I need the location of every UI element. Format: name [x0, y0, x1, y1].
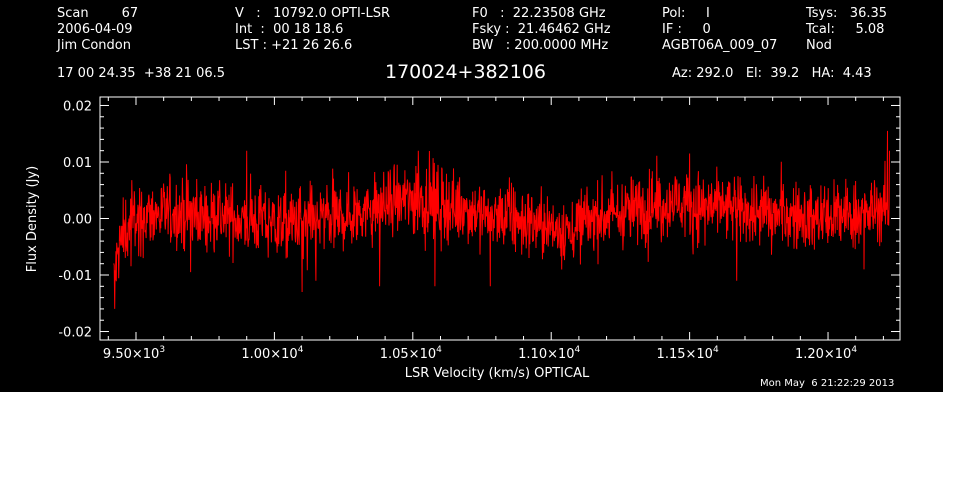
- if-number: IF : 0: [662, 22, 711, 37]
- velocity-readout: V : 10792.0 OPTI-LSR: [235, 6, 391, 21]
- x-tick-label: 1.00×104: [241, 345, 303, 362]
- spectrum-plot: 9.50×103 1.00×104 1.05×104 1.10×104 1.15×104…: [25, 96, 901, 381]
- plot-timestamp: Mon May 6 21:22:29 2013: [760, 378, 895, 389]
- plot-panel: 9.50×103 1.00×104 1.05×104 1.10×104 1.15×104…: [0, 0, 943, 392]
- integration-time: Int : 00 18 18.6: [235, 22, 344, 37]
- system-temperature: Tsys: 36.35: [806, 6, 888, 21]
- lst-readout: LST : +21 26 26.6: [235, 38, 353, 53]
- scan-number: Scan 67: [57, 6, 139, 21]
- source-name: 170024+382106: [385, 61, 546, 83]
- x-tick-label: 1.20×104: [795, 345, 857, 362]
- x-tick-label: 1.05×104: [380, 345, 442, 362]
- x-tick-label: 1.10×104: [518, 345, 580, 362]
- observer-name: Jim Condon: [57, 38, 131, 53]
- project-id: AGBT06A_009_07: [662, 38, 778, 53]
- y-tick-label: 0.00: [63, 213, 92, 228]
- x-tick-label: 1.15×104: [657, 345, 719, 362]
- spectrum-trace: [113, 130, 890, 309]
- spectrum-line: [113, 130, 890, 309]
- y-tick-label: 0.01: [63, 156, 92, 171]
- calibration-temperature: Tcal: 5.08: [806, 22, 885, 37]
- sky-frequency: Fsky : 21.46462 GHz: [472, 22, 611, 37]
- rest-frequency: F0 : 22.23508 GHz: [472, 6, 606, 21]
- y-tick-label: -0.02: [58, 326, 92, 341]
- x-axis-ticks: 9.50×103 1.00×104 1.05×104 1.10×104 1.15×104…: [103, 97, 884, 362]
- polarization: Pol: I: [662, 6, 710, 21]
- x-axis-label: LSR Velocity (km/s) OPTICAL: [405, 366, 590, 381]
- y-axis-ticks: 0.02 0.01 0.00 -0.01 -0.02: [58, 99, 900, 341]
- y-tick-label: 0.02: [63, 99, 92, 114]
- observation-date: 2006-04-09: [57, 22, 133, 37]
- observing-mode: Nod: [806, 38, 832, 53]
- bandwidth: BW : 200.0000 MHz: [472, 38, 609, 53]
- az-el-ha-readout: Az: 292.0 El: 39.2 HA: 4.43: [672, 66, 872, 81]
- y-tick-label: -0.01: [58, 269, 92, 284]
- source-coordinates: 17 00 24.35 +38 21 06.5: [57, 66, 226, 81]
- y-axis-label: Flux Density (Jy): [25, 166, 40, 272]
- x-tick-label: 9.50×103: [103, 345, 165, 362]
